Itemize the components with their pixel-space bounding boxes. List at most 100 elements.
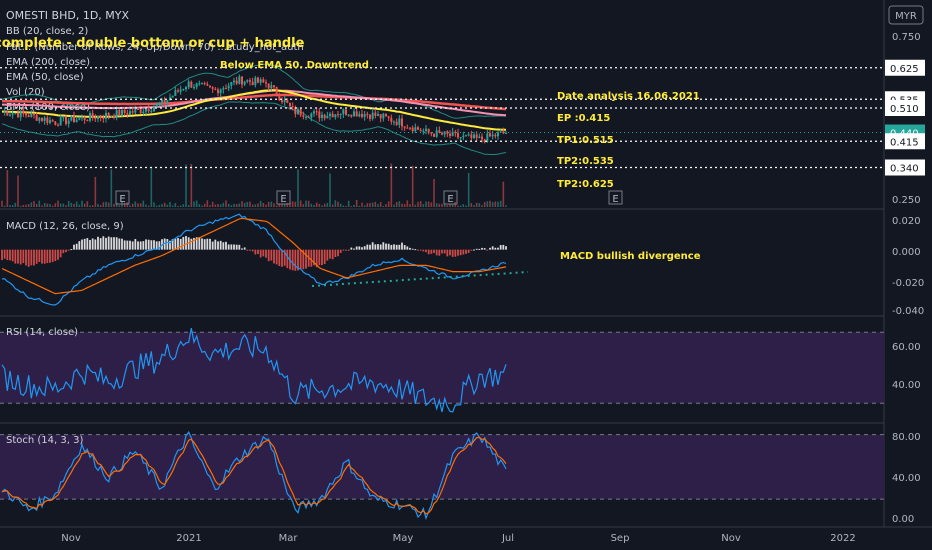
- volume-bar: [38, 200, 41, 207]
- candle-body: [369, 114, 371, 119]
- macd-histogram-bar: [465, 249, 467, 254]
- macd-histogram-bar: [382, 242, 385, 250]
- macd-histogram-bar: [49, 249, 51, 263]
- stoch-d-line: [1, 436, 507, 515]
- candle-body: [273, 85, 275, 88]
- volume-bar: [491, 202, 494, 207]
- volume-bar: [331, 204, 334, 207]
- study-bb[interactable]: BB (20, close, 2): [6, 26, 88, 37]
- macd-histogram-bar: [377, 244, 379, 250]
- volume-bar: [107, 202, 110, 207]
- candle-body: [321, 114, 323, 118]
- macd-histogram-bar: [235, 244, 238, 250]
- study-ema200[interactable]: EMA (200, close): [6, 57, 90, 68]
- macd-histogram-bar: [502, 244, 505, 250]
- candle-body: [161, 99, 163, 104]
- earnings-marker[interactable]: E: [443, 190, 458, 205]
- candle-body: [46, 117, 49, 123]
- macd-histogram-bar: [81, 239, 83, 250]
- volume-bar: [409, 204, 411, 207]
- study-pattern[interactable]: Pat... (Number of Rows, 24, Up/Down, 70)…: [6, 42, 304, 53]
- candle-body: [41, 117, 43, 121]
- macd-histogram-bar: [275, 249, 278, 265]
- candle-body: [139, 109, 142, 114]
- study-ema100[interactable]: EMA (100, close): [6, 102, 90, 113]
- candle-body: [158, 103, 161, 105]
- volume-bar: [233, 204, 235, 207]
- candle-body: [385, 113, 387, 117]
- macd-histogram-bar: [142, 241, 145, 250]
- macd-histogram-bar: [334, 249, 337, 258]
- volume-bar: [475, 202, 478, 207]
- candle-body: [51, 120, 54, 122]
- pane-borders: [0, 0, 932, 528]
- candle-body: [145, 108, 147, 112]
- volume-bar: [393, 204, 395, 207]
- macd-histogram-bar: [163, 238, 166, 250]
- earnings-marker[interactable]: E: [276, 190, 291, 205]
- volume-bar: [73, 203, 75, 207]
- volume-bar: [411, 165, 414, 207]
- macd-histogram-bar: [374, 244, 377, 250]
- macd-histogram-bar: [427, 249, 430, 255]
- macd-histogram-bar: [171, 238, 174, 250]
- candle-body: [289, 102, 291, 107]
- candle-body: [118, 110, 121, 116]
- macd-histogram-bar: [241, 248, 243, 250]
- candle-body: [374, 112, 377, 116]
- volume-bar: [257, 203, 259, 207]
- symbol-title[interactable]: OMESTI BHD, 1D, MYX: [6, 9, 129, 22]
- macd-histogram-bar: [254, 249, 257, 255]
- candle-body: [259, 79, 262, 83]
- macd-histogram-bar: [139, 241, 142, 250]
- stoch-title[interactable]: Stoch (14, 3, 3): [6, 435, 83, 446]
- volume-bar: [275, 205, 278, 207]
- candle-body: [270, 85, 273, 89]
- volume-bar: [166, 204, 169, 207]
- candle-body: [339, 114, 342, 116]
- volume-bar: [89, 205, 91, 207]
- candle-body: [113, 115, 115, 118]
- volume-bar: [147, 205, 150, 207]
- rsi-title[interactable]: RSI (14, close): [6, 327, 78, 338]
- volume-bar: [25, 204, 27, 207]
- candle-body: [350, 114, 353, 117]
- macd-title[interactable]: MACD (12, 26, close, 9): [6, 221, 124, 232]
- candle-body: [91, 113, 94, 118]
- candle-body: [14, 113, 17, 115]
- macd-histogram-bar: [209, 238, 211, 250]
- macd-histogram-bar: [435, 249, 438, 256]
- candle-body: [342, 109, 345, 115]
- candle-body: [134, 109, 137, 113]
- earnings-marker[interactable]: E: [608, 190, 623, 205]
- volume-bar: [203, 203, 206, 207]
- macd-histogram-bar: [166, 238, 169, 250]
- volume-bar: [14, 202, 17, 207]
- currency-badge[interactable]: MYR: [888, 5, 924, 25]
- candle-body: [54, 121, 57, 125]
- rsi-band: [0, 332, 884, 404]
- macd-histogram-bar: [342, 249, 345, 251]
- macd-histogram-bar: [249, 249, 251, 251]
- annotation-tp2-b: TP2:0.625: [557, 179, 614, 190]
- volume-bar: [387, 201, 390, 207]
- candle-body: [233, 80, 235, 83]
- volume-bar: [457, 205, 459, 207]
- candle-body: [9, 114, 11, 116]
- study-vol[interactable]: Vol (20): [6, 87, 45, 98]
- macd-histogram-bar: [297, 249, 299, 271]
- macd-histogram-bar: [449, 249, 451, 256]
- macd-histogram-bar: [291, 249, 294, 271]
- volume-bar: [137, 203, 139, 207]
- volume-bar: [49, 204, 51, 207]
- candle-body: [78, 118, 81, 120]
- volume-bar: [403, 204, 406, 207]
- earnings-marker[interactable]: E: [115, 190, 130, 205]
- volume-bar: [363, 205, 366, 207]
- volume-bar: [297, 169, 299, 207]
- candle-body: [446, 131, 449, 134]
- study-ema50[interactable]: EMA (50, close): [6, 72, 84, 83]
- macd-histogram-bar: [459, 249, 462, 256]
- volume-bar: [433, 178, 435, 207]
